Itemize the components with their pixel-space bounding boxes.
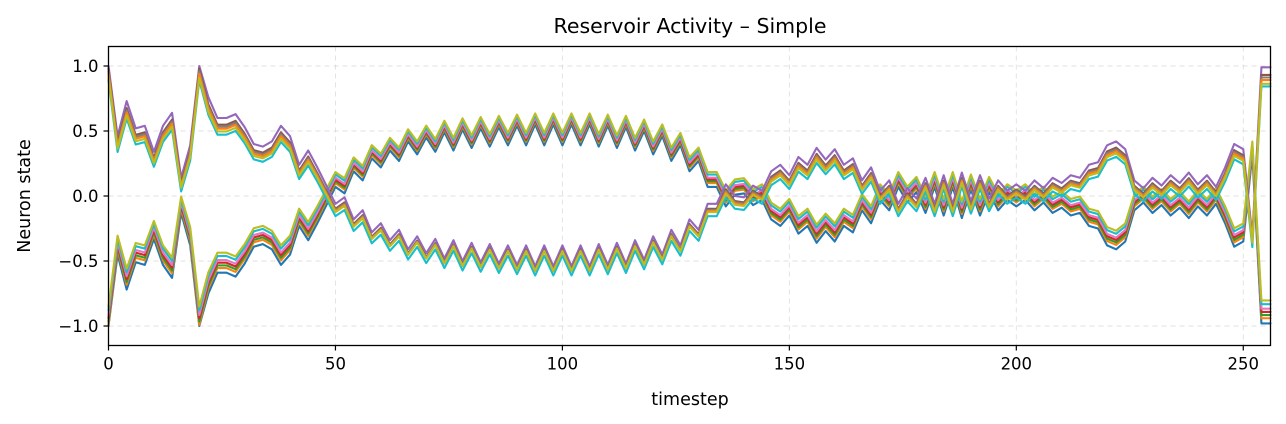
- series-line-1: [107, 123, 1272, 328]
- series-line-4: [107, 117, 1272, 320]
- y-tick-label: 1.0: [72, 57, 98, 76]
- series-line-2: [107, 120, 1272, 326]
- x-tick-label: 50: [325, 355, 346, 374]
- series-line-6: [107, 114, 1272, 312]
- series-line-3: [107, 119, 1272, 323]
- series-line-8: [107, 64, 1272, 268]
- y-tick-label: −1.0: [58, 317, 98, 336]
- x-tick-label: 0: [103, 355, 114, 374]
- series-line-11: [107, 79, 1272, 277]
- series-line-5: [107, 116, 1272, 317]
- x-tick-label: 200: [1001, 355, 1033, 374]
- x-axis-label: timestep: [651, 390, 728, 410]
- y-tick-label: 0.0: [72, 187, 98, 206]
- chart-title: Reservoir Activity – Simple: [554, 14, 827, 38]
- series-line-13: [107, 76, 1272, 272]
- y-axis-label: Neuron state: [15, 139, 35, 252]
- plot-series: [107, 64, 1272, 328]
- x-tick-label: 150: [774, 355, 806, 374]
- axis-ticks: 0 50 100 150 200 250 −1.0 −0.5 0.0 0.5 1.0: [58, 57, 1259, 374]
- plot-frame: [107, 45, 1272, 347]
- series-line-7: [107, 112, 1272, 308]
- y-tick-label: 0.5: [72, 122, 98, 141]
- x-tick-label: 250: [1228, 355, 1260, 374]
- y-tick-label: −0.5: [58, 252, 98, 271]
- x-tick-label: 100: [547, 355, 579, 374]
